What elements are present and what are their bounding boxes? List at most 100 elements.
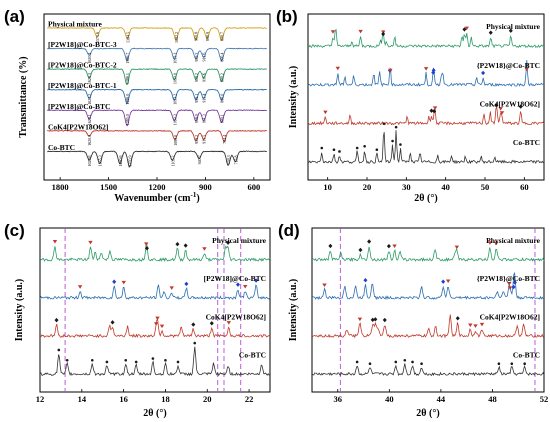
peak-marker-triangle xyxy=(159,324,165,329)
panel-a-ticks: 1800 1500 1200 900 600 xyxy=(52,177,260,192)
x-tick-label: 900 xyxy=(199,182,212,192)
series-label: [P2W18]@Co-BTC xyxy=(204,274,266,283)
peak-marker-triangle xyxy=(423,67,429,71)
peak-label: 1620.4 xyxy=(87,53,92,64)
x-tick-label: 22 xyxy=(245,394,254,404)
peak-marker-diamond xyxy=(518,104,523,109)
panel-b-xlabel: 2θ (°) xyxy=(414,193,437,204)
x-tick-label: 52 xyxy=(540,394,549,404)
peak-marker-diamond xyxy=(370,317,375,323)
peak-label: 784.4 xyxy=(222,135,227,144)
series-label: Co-BTC xyxy=(48,143,75,152)
peak-marker-triangle xyxy=(226,321,232,325)
peak-marker-diamond xyxy=(254,278,259,283)
x-tick-label: 1500 xyxy=(100,182,117,192)
peak-marker-triangle xyxy=(322,283,327,288)
xrd-series-line xyxy=(307,130,545,165)
peak-marker-diamond xyxy=(191,322,196,327)
peak-marker-triangle xyxy=(357,317,363,322)
panel-c-frame xyxy=(39,227,271,393)
panel-d: (d) Intensity (a.u.) 2θ (°) 36 40 44 48 52 P… xyxy=(278,221,548,419)
xrd-series-line xyxy=(307,60,545,87)
peak-marker-dot xyxy=(394,360,398,364)
peak-label: 1093.1 xyxy=(172,53,177,64)
xrd-series-line xyxy=(311,363,545,377)
peak-marker-diamond xyxy=(512,280,517,285)
peak-marker-dot xyxy=(164,358,167,362)
peak-marker-dot xyxy=(105,360,109,364)
peak-marker-dot xyxy=(523,362,526,365)
peak-marker-triangle xyxy=(242,284,248,289)
panel-c-series: Physical mixture [P2W18]@Co-BTC CoK4[P2W18… xyxy=(39,228,271,392)
xrd-series-line xyxy=(39,284,271,300)
peak-marker-triangle xyxy=(506,282,512,286)
peak-marker-diamond xyxy=(184,281,189,287)
peak-label: 1571.6 xyxy=(95,32,100,43)
peak-label: 800.2 xyxy=(220,73,225,82)
peak-marker-diamond xyxy=(209,321,214,326)
x-tick-label: 10 xyxy=(323,182,332,192)
peak-marker-triangle xyxy=(88,240,93,245)
peak-label: 715.8 xyxy=(233,155,238,164)
panel-c-ylabel: Intensity (a.u.) xyxy=(14,279,25,342)
panel-b-letter: (b) xyxy=(276,7,298,26)
peak-marker-dot xyxy=(394,125,398,129)
panel-a-xlabel: Wavenumber (cm-1) xyxy=(114,191,199,204)
peak-marker-triangle xyxy=(498,107,503,111)
peak-marker-dot xyxy=(497,362,501,365)
peak-marker-triangle xyxy=(507,286,513,290)
peak-label: 1620.1 xyxy=(87,114,92,125)
peak-marker-dot xyxy=(65,358,69,362)
peak-label: 800.4 xyxy=(220,53,225,62)
peak-marker-dot xyxy=(403,358,407,362)
peak-marker-dot xyxy=(382,122,386,125)
peak-marker-triangle xyxy=(144,242,149,246)
panel-d-xlabel: 2θ (°) xyxy=(416,408,439,419)
peak-marker-triangle xyxy=(153,322,159,326)
peak-marker-diamond xyxy=(481,70,486,76)
series-label: CoK4[P2W18O62] xyxy=(206,312,266,321)
peak-label: 960.8 xyxy=(194,32,199,41)
peak-marker-diamond xyxy=(328,243,333,249)
peak-label: 1620.0 xyxy=(87,135,92,146)
panel-d-ylabel: Intensity (a.u.) xyxy=(288,279,299,342)
series-label: CoK4[P2W18O62] xyxy=(48,122,108,131)
peak-marker-triangle xyxy=(479,322,485,327)
peak-label: 1430.6 xyxy=(118,155,123,166)
panel-d-letter: (d) xyxy=(278,221,300,240)
peak-marker-triangle xyxy=(464,26,469,31)
peak-marker-dot xyxy=(57,348,61,352)
peak-marker-triangle xyxy=(52,240,58,244)
peak-marker-dot xyxy=(510,362,514,365)
peak-label: 911.4 xyxy=(202,94,207,103)
peak-marker-diamond xyxy=(373,317,378,322)
peak-marker-triangle xyxy=(445,279,451,283)
ftir-series-line xyxy=(47,150,267,168)
x-tick-label: 20 xyxy=(203,394,212,404)
xrd-series-line xyxy=(39,346,271,377)
panel-c-xlabel: 2θ (°) xyxy=(143,408,166,419)
peak-marker-dot xyxy=(176,360,180,364)
peak-label: 1105.2 xyxy=(170,155,175,166)
x-tick-label: 50 xyxy=(481,182,490,192)
series-label: {P2W18}@Co-BTC xyxy=(477,61,540,70)
peak-marker-diamond xyxy=(235,282,240,287)
peak-marker-dot xyxy=(320,146,324,150)
series-label: CoK4[P2W18O62] xyxy=(480,99,540,108)
peak-label: 911.5 xyxy=(202,135,207,144)
panel-b-frame xyxy=(307,13,545,181)
peak-marker-diamond xyxy=(363,278,368,283)
x-tick-label: 1800 xyxy=(52,182,69,192)
peak-marker-triangle xyxy=(473,324,478,328)
peak-label: 1620.3 xyxy=(87,73,92,84)
peak-marker-triangle xyxy=(454,245,460,250)
x-tick-label: 12 xyxy=(36,394,45,404)
x-tick-label: 1200 xyxy=(149,182,166,192)
series-label: [P2W18]@Co-BTC-3 xyxy=(48,40,117,49)
peak-marker-triangle xyxy=(358,29,363,34)
peak-label: 1089.0 xyxy=(173,135,178,146)
panel-a-xlabel-close: ) xyxy=(196,193,199,204)
peak-marker-diamond xyxy=(367,239,372,244)
panel-a-xlabel-main: Wavenumber (cm xyxy=(114,193,191,204)
